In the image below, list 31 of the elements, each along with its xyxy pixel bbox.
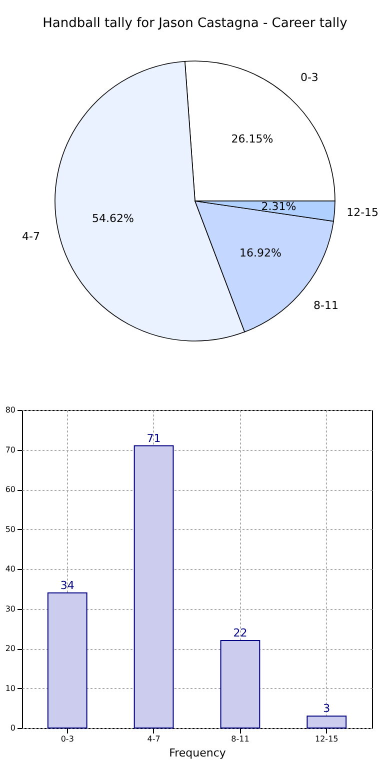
y-tick-label: 0 xyxy=(10,724,16,732)
data-label: 2.31% xyxy=(261,200,296,214)
bar xyxy=(220,640,260,728)
y-tick-label: 10 xyxy=(5,684,16,693)
slice-label: 4-7 xyxy=(22,230,40,244)
data-label: 16.92% xyxy=(240,246,282,260)
bar xyxy=(47,592,88,728)
data-label: 54.62% xyxy=(92,212,134,226)
y-tick-label: 30 xyxy=(5,604,16,614)
bar xyxy=(134,445,174,728)
data-label: 26.15% xyxy=(231,132,274,146)
slice-label: 8-11 xyxy=(313,299,338,312)
slice-label: 12-15 xyxy=(346,206,379,220)
x-tick-label: 4-7 xyxy=(147,734,160,744)
y-tick-label: 60 xyxy=(5,485,16,494)
x-tick-label: 12-15 xyxy=(315,734,338,744)
y-tick-label: 40 xyxy=(5,564,16,574)
x-tick-label: 0-3 xyxy=(60,734,74,744)
chart-title: Handball tally for Jason Castagna - Career tally xyxy=(42,16,348,31)
slice-label: 0-3 xyxy=(300,70,318,84)
y-tick-label: 80 xyxy=(5,406,16,414)
data-label: 3 xyxy=(323,702,330,716)
y-tick-label: 20 xyxy=(5,644,16,653)
data-label: 71 xyxy=(146,432,161,445)
x-tick-label: 8-11 xyxy=(231,734,250,744)
bar xyxy=(306,716,347,728)
x-axis-title: Frequency xyxy=(169,746,226,760)
data-label: 22 xyxy=(233,626,248,640)
y-tick-label: 70 xyxy=(5,445,16,454)
y-tick-label: 50 xyxy=(5,524,16,534)
data-label: 34 xyxy=(60,578,74,592)
